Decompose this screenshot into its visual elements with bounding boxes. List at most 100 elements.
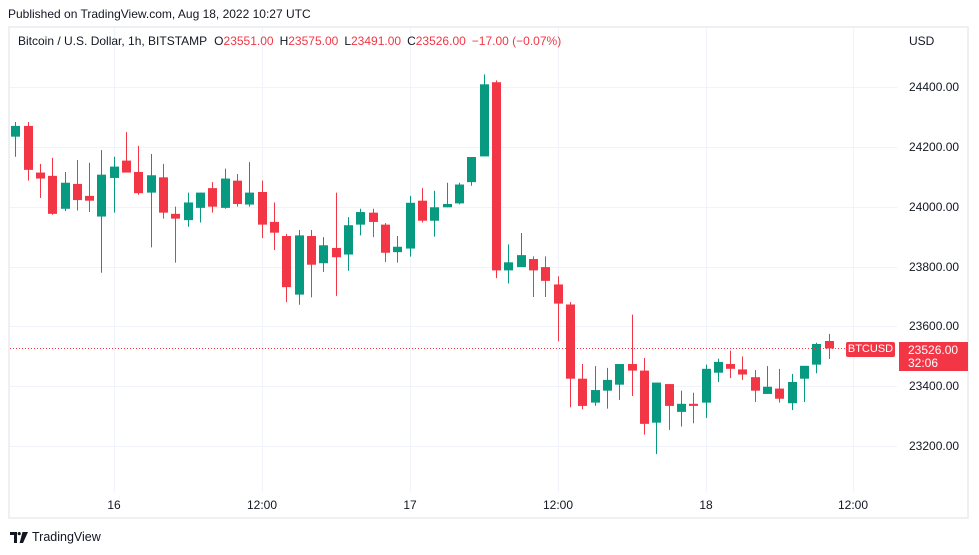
candle [344, 217, 353, 271]
last-price-value: 23526.00 [908, 343, 959, 357]
candle [418, 188, 427, 223]
candle [36, 163, 45, 198]
candle [295, 230, 304, 305]
candle [738, 356, 747, 380]
candle [332, 192, 341, 296]
candle [714, 358, 723, 382]
candle [529, 256, 538, 298]
candle [578, 364, 587, 410]
price-axis-label: 23200.00 [909, 439, 960, 453]
brand-name: TradingView [32, 530, 101, 544]
candle [393, 235, 402, 263]
chart-pane[interactable] [10, 28, 897, 492]
last-price-tag: 23526.00 32:06 [899, 342, 968, 371]
candle [307, 230, 316, 298]
candle [245, 162, 254, 207]
candle [492, 80, 501, 279]
candle [591, 366, 600, 406]
candle [689, 392, 698, 424]
candle [196, 192, 205, 223]
candle [48, 157, 57, 215]
candle [763, 366, 772, 394]
candle [640, 358, 649, 435]
candle [430, 190, 439, 237]
low-label: L [344, 34, 351, 48]
open-value: 23551.00 [223, 34, 274, 48]
candle [504, 244, 513, 284]
candle [554, 276, 563, 342]
candle [665, 384, 674, 430]
candle [443, 182, 452, 208]
published-note: Published on TradingView.com, Aug 18, 20… [8, 7, 311, 21]
candle [110, 156, 119, 213]
symbol-title: Bitcoin / U.S. Dollar, 1h, BITSTAMP [18, 34, 208, 48]
tradingview-logo-icon [10, 531, 28, 543]
candle [812, 342, 821, 374]
candle [258, 180, 267, 239]
candle [97, 150, 106, 273]
candle [751, 370, 760, 403]
time-axis-label: 18 [699, 498, 713, 512]
candle [159, 163, 168, 219]
chart-frame [8, 26, 969, 519]
price-axis-label: 23400.00 [909, 379, 960, 393]
candlestick-series [11, 74, 834, 455]
candle [726, 350, 735, 379]
candle [628, 314, 637, 397]
candle [233, 174, 242, 207]
candle [603, 367, 612, 409]
candle [282, 233, 291, 303]
candle [208, 182, 217, 213]
low-value: 23491.00 [351, 34, 402, 48]
candle [11, 122, 20, 157]
candle [677, 390, 686, 427]
open-label: O [214, 34, 224, 48]
candle [702, 364, 711, 418]
candle [369, 208, 378, 238]
close-value: 23526.00 [415, 34, 466, 48]
time-axis-label: 16 [107, 498, 121, 512]
candle [221, 168, 230, 209]
symbol-price-tag: BTCUSD [846, 342, 895, 357]
candle [788, 373, 797, 411]
candle [406, 195, 415, 257]
price-axis-label: 24200.00 [909, 140, 960, 154]
candle [480, 74, 489, 157]
footer-brand[interactable]: TradingView [10, 530, 101, 544]
candle [381, 223, 390, 263]
price-axis-label: 23800.00 [909, 260, 960, 274]
candle [356, 208, 365, 236]
time-axis-label: 12:00 [542, 498, 574, 512]
high-value: 23575.00 [288, 34, 339, 48]
candle [147, 154, 156, 248]
grid-lines [10, 28, 897, 492]
price-axis-label: 24400.00 [909, 80, 960, 94]
price-axis-label: 24000.00 [909, 200, 960, 214]
candle [24, 122, 33, 181]
candle [825, 333, 834, 359]
candle [517, 232, 526, 268]
time-axis-label: 12:00 [837, 498, 869, 512]
candle [319, 237, 328, 272]
candle [85, 162, 94, 213]
candle [775, 368, 784, 403]
candle [73, 159, 82, 211]
candle [800, 365, 809, 403]
candle [61, 171, 70, 212]
bar-countdown: 32:06 [908, 356, 939, 370]
candle [615, 364, 624, 400]
candle [652, 382, 661, 455]
candle [541, 256, 550, 298]
price-axis-label: 23600.00 [909, 319, 960, 333]
candle [455, 182, 464, 205]
price-change: −17.00 (−0.07%) [471, 34, 562, 48]
currency-label: USD [909, 34, 935, 48]
candle [171, 206, 180, 263]
close-label: C [407, 34, 416, 48]
candle [566, 302, 575, 408]
time-axis-label: 12:00 [246, 498, 278, 512]
chart-legend: Bitcoin / U.S. Dollar, 1h, BITSTAMP O2355… [18, 34, 561, 48]
time-axis-label: 17 [403, 498, 417, 512]
candle [467, 157, 476, 186]
